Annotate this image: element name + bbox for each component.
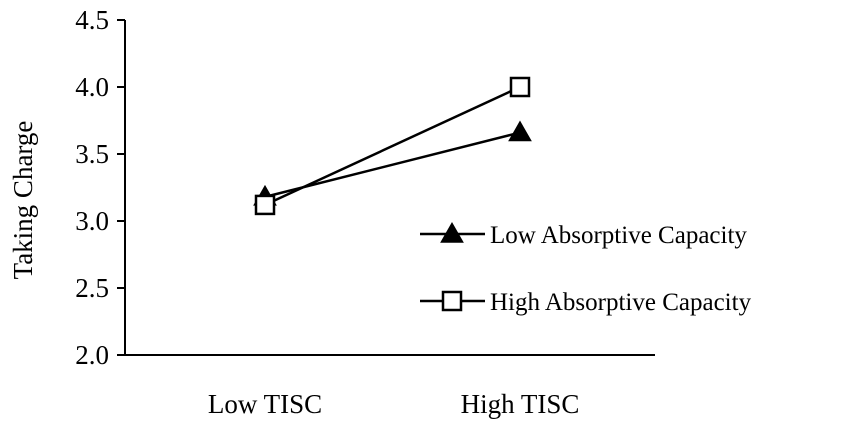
x-tick-labels: Low TISC High TISC <box>208 389 580 419</box>
x-tick-label: Low TISC <box>208 389 322 419</box>
legend-label: High Absorptive Capacity <box>490 289 752 316</box>
legend-item: Low Absorptive Capacity <box>420 221 747 249</box>
legend-marker <box>440 221 464 243</box>
y-tick-label: 2.0 <box>75 340 109 370</box>
legend-label: Low Absorptive Capacity <box>490 222 747 249</box>
legend-marker <box>441 290 463 312</box>
series-group <box>253 76 532 216</box>
series-line <box>264 85 521 207</box>
y-tick-label: 2.5 <box>75 273 109 303</box>
series-high-absorptive-capacity <box>254 76 531 216</box>
series-low-absorptive-capacity <box>253 120 532 206</box>
y-tick-labels: 2.0 2.5 3.0 3.5 4.0 4.5 <box>75 5 125 370</box>
x-tick-label: High TISC <box>461 389 580 419</box>
data-point <box>508 120 532 142</box>
y-tick-label: 3.0 <box>75 206 109 236</box>
axes <box>124 20 655 356</box>
data-point <box>254 194 276 216</box>
legend-item: High Absorptive Capacity <box>420 289 752 316</box>
y-axis-title: Taking Charge <box>8 121 38 280</box>
y-tick-label: 4.5 <box>75 5 109 35</box>
legend: Low Absorptive Capacity High Absorptive C… <box>420 221 752 316</box>
y-tick-label: 3.5 <box>75 139 109 169</box>
y-tick-label: 4.0 <box>75 72 109 102</box>
data-point <box>509 76 531 98</box>
